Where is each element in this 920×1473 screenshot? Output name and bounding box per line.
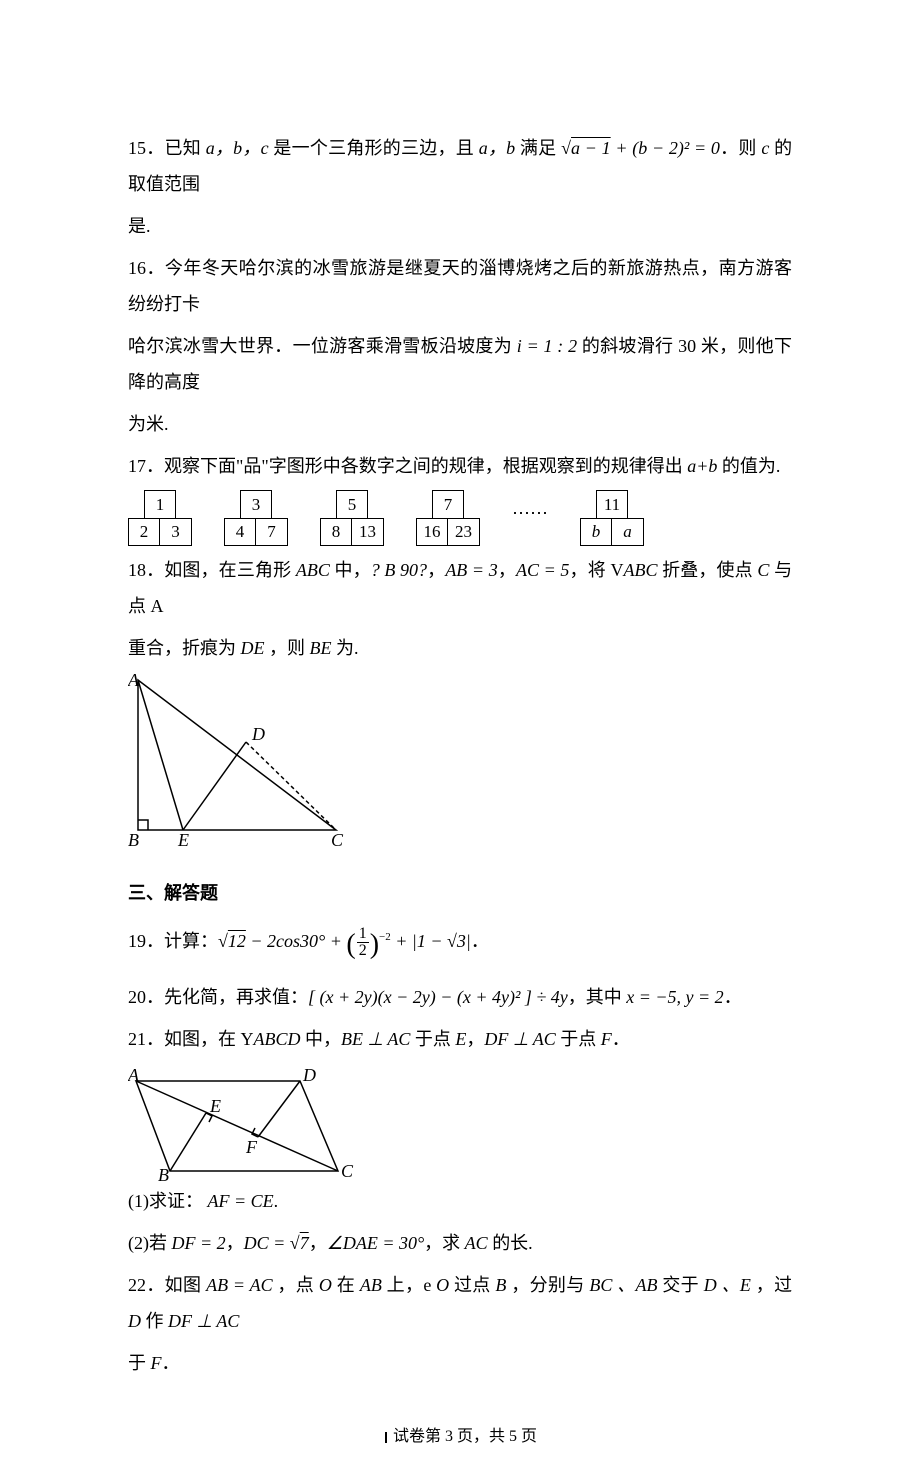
q22-line2: 于 F． bbox=[128, 1345, 792, 1381]
pin-fig-1: 1 23 bbox=[128, 490, 192, 546]
lbl-F2: F bbox=[245, 1137, 258, 1157]
q15-num: 15． bbox=[128, 138, 164, 158]
q17-figures: 1 23 3 47 5 813 7 1623 ⋯⋯ 11 ba bbox=[128, 490, 792, 546]
page-footer: 试卷第 3 页，共 5 页 bbox=[128, 1421, 792, 1473]
lbl-E: E bbox=[177, 830, 189, 847]
pin3-bl: 8 bbox=[320, 518, 352, 546]
lbl-C: C bbox=[331, 830, 344, 847]
q21-sub1: (1)求证： AF = CE. bbox=[128, 1183, 792, 1219]
pin-fig-2: 3 47 bbox=[224, 490, 288, 546]
pin1-top: 1 bbox=[144, 490, 176, 518]
lbl-A2: A bbox=[128, 1065, 140, 1085]
lbl-B: B bbox=[128, 830, 139, 847]
pin-fig-4: 7 1623 bbox=[416, 490, 480, 546]
q20: 20．先化简，再求值：[ (x + 2y)(x − 2y) − (x + 4y)… bbox=[128, 979, 792, 1015]
q16-line1: 16．今年冬天哈尔滨的冰雪旅游是继夏天的淄博烧烤之后的新旅游热点，南方游客纷纷打… bbox=[128, 250, 792, 322]
pin-dots: ⋯⋯ bbox=[512, 495, 548, 541]
pin5-br: a bbox=[612, 518, 644, 546]
pin1-bl: 2 bbox=[128, 518, 160, 546]
lbl-B2: B bbox=[158, 1165, 169, 1183]
section-3-title: 三、解答题 bbox=[128, 875, 792, 911]
pin4-br: 23 bbox=[448, 518, 480, 546]
pin1-br: 3 bbox=[160, 518, 192, 546]
q16-num: 16． bbox=[128, 258, 165, 278]
lbl-A: A bbox=[128, 672, 140, 690]
q22-num: 22． bbox=[128, 1275, 165, 1295]
q17-num: 17． bbox=[128, 456, 164, 476]
pin2-bl: 4 bbox=[224, 518, 256, 546]
q22-line1: 22．如图 AB = AC ，点 O 在 AB 上，e O 过点 B ，分别与 … bbox=[128, 1267, 792, 1339]
pin5-top: 11 bbox=[596, 490, 628, 518]
pin4-top: 7 bbox=[432, 490, 464, 518]
q21-sub2: (2)若 DF = 2，DC = √7，∠DAE = 30°，求 AC 的长. bbox=[128, 1225, 792, 1261]
q17-text: 17．观察下面"品"字图形中各数字之间的规律，根据观察到的规律得出 a+b 的值… bbox=[128, 448, 792, 484]
lbl-D: D bbox=[251, 724, 265, 744]
pin-fig-3: 5 813 bbox=[320, 490, 384, 546]
q18-figure: A B E C D bbox=[128, 672, 348, 847]
q16-line3: 为米. bbox=[128, 406, 792, 442]
pin-fig-5: 11 ba bbox=[580, 490, 644, 546]
pin3-top: 5 bbox=[336, 490, 368, 518]
pin4-bl: 16 bbox=[416, 518, 448, 546]
q19: 19．计算：√12 − 2cos30° + (12)−2 + |1 − √3|． bbox=[128, 917, 792, 973]
pin2-br: 7 bbox=[256, 518, 288, 546]
q18-line2: 重合，折痕为 DE ，则 BE 为. bbox=[128, 630, 792, 666]
footer-bar-icon bbox=[385, 1432, 387, 1443]
lbl-C2: C bbox=[341, 1161, 354, 1181]
q21-line1: 21．如图，在 YABCD 中，BE ⊥ AC 于点 E，DF ⊥ AC 于点 … bbox=[128, 1021, 792, 1057]
pin3-br: 13 bbox=[352, 518, 384, 546]
pin5-bl: b bbox=[580, 518, 612, 546]
lbl-E2: E bbox=[209, 1096, 221, 1116]
q15-line1: 15．已知 a，b，c 是一个三角形的三边，且 a，b 满足 √a − 1 + … bbox=[128, 130, 792, 202]
q21-num: 21． bbox=[128, 1029, 164, 1049]
q18-num: 18． bbox=[128, 560, 164, 580]
footer-text: 试卷第 3 页，共 5 页 bbox=[393, 1428, 537, 1445]
q21-figure: A D B C E F bbox=[128, 1063, 358, 1183]
q15-line2: 是. bbox=[128, 208, 792, 244]
lbl-D2: D bbox=[302, 1065, 316, 1085]
q18-line1: 18．如图，在三角形 ABC 中，? B 90?，AB = 3，AC = 5，将… bbox=[128, 552, 792, 624]
q16-line2: 哈尔滨冰雪大世界．一位游客乘滑雪板沿坡度为 i = 1 : 2 的斜坡滑行 30… bbox=[128, 328, 792, 400]
pin2-top: 3 bbox=[240, 490, 272, 518]
q20-num: 20． bbox=[128, 987, 164, 1007]
q19-num: 19． bbox=[128, 931, 164, 951]
